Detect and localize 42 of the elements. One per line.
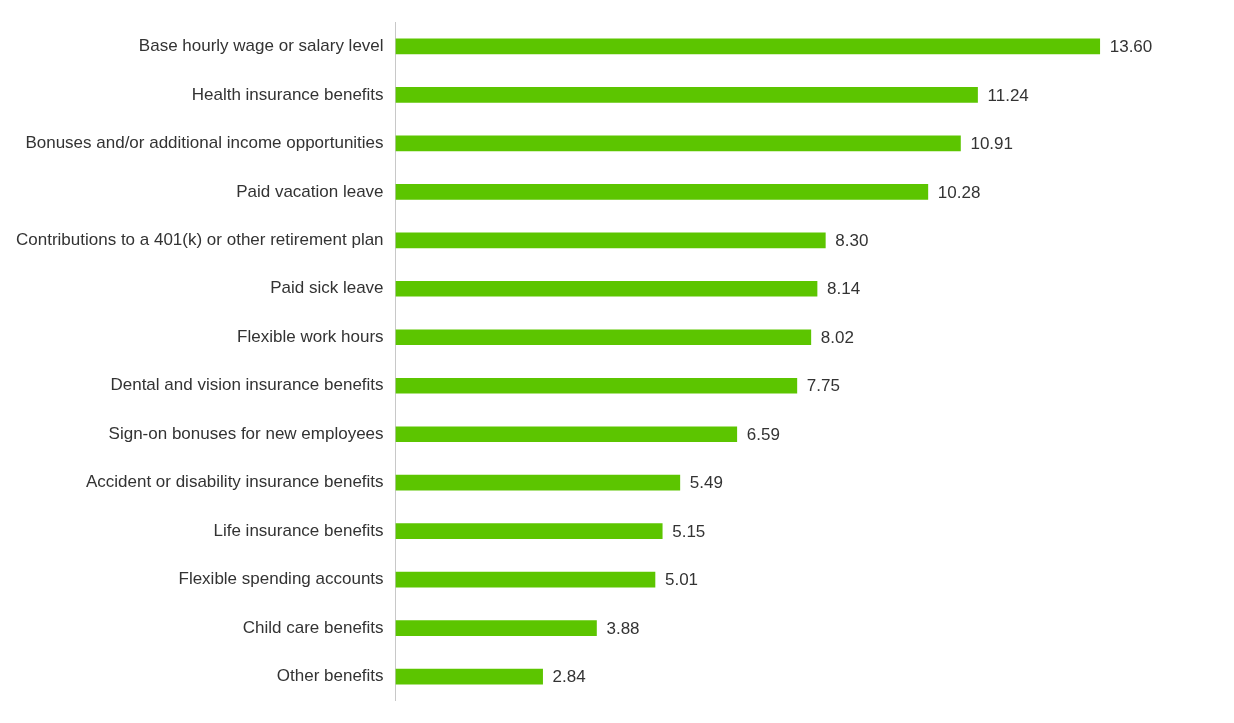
bar <box>395 280 818 297</box>
bar <box>395 329 812 346</box>
data-label: 2.84 <box>552 667 586 687</box>
data-label: 8.30 <box>835 231 869 251</box>
data-label: 3.88 <box>606 618 640 638</box>
bar <box>395 184 929 200</box>
y-tick-label: Child care benefits <box>242 617 384 637</box>
y-tick-label: Base hourly wage or salary level <box>138 36 384 56</box>
bar <box>395 232 826 249</box>
bar <box>395 523 663 539</box>
data-label: 5.49 <box>689 473 723 493</box>
y-tick-label: Flexible spending accounts <box>178 569 384 589</box>
bar <box>395 474 681 491</box>
y-tick-label: Life insurance benefits <box>213 520 384 540</box>
y-tick-label: Paid vacation leave <box>236 181 384 201</box>
bar <box>395 426 738 443</box>
y-tick-label: Contributions to a 401(k) or other retirement plan <box>16 230 384 250</box>
bar <box>395 87 978 103</box>
data-label: 11.24 <box>987 85 1029 105</box>
data-label: 8.02 <box>820 327 854 347</box>
y-tick-label: Sign-on bonuses for new employees <box>108 423 384 443</box>
y-tick-label: Bonuses and/or additional income opportunities <box>25 133 384 153</box>
y-tick-label: Dental and vision insurance benefits <box>110 375 384 395</box>
data-label: 5.15 <box>672 521 706 541</box>
data-label: 5.01 <box>664 570 699 590</box>
bar <box>395 38 1101 55</box>
bar <box>395 668 543 685</box>
y-tick-label: Paid sick leave <box>270 278 384 298</box>
data-label: 10.28 <box>937 182 981 202</box>
bar <box>395 377 798 394</box>
y-tick-label: Accident or disability insurance benefits <box>85 472 384 492</box>
bar <box>395 135 961 152</box>
bar <box>395 571 656 588</box>
data-label: 8.14 <box>827 279 861 299</box>
y-tick-label: Flexible work hours <box>237 326 384 346</box>
data-label: 10.91 <box>970 134 1013 154</box>
y-tick-label: Other benefits <box>276 666 384 686</box>
y-tick-label: Health insurance benefits <box>191 84 384 104</box>
data-label: 13.60 <box>1109 37 1153 57</box>
bar <box>395 620 597 636</box>
data-label: 6.59 <box>746 424 780 444</box>
data-label: 7.75 <box>806 376 840 396</box>
